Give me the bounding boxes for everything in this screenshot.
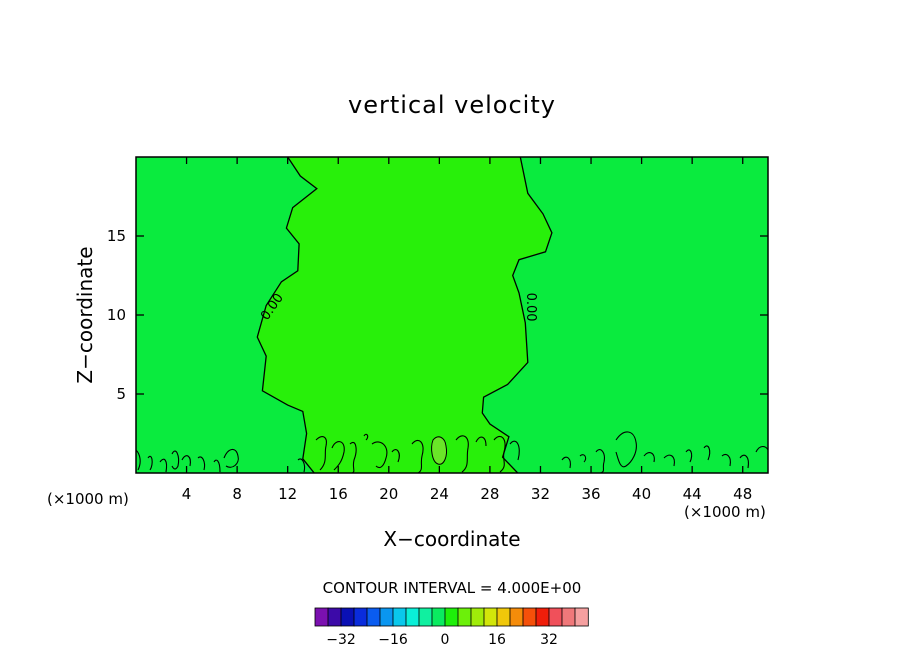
colorbar-tick-label: −32 [326, 632, 356, 648]
y-axis: 5 10 15 [107, 227, 768, 403]
colorbar-swatch [496, 607, 511, 627]
y-axis-label: Z−coordinate [73, 246, 97, 383]
updraft-region [257, 157, 552, 473]
surface-contour-line [391, 449, 400, 463]
contour-label-right: 0.00 [523, 293, 538, 322]
contour-interval: CONTOUR INTERVAL = 4.000E+00 [323, 579, 582, 597]
y-tick-label: 15 [107, 227, 126, 245]
x-tick-label: 4 [182, 485, 192, 503]
surface-contour-line [159, 458, 168, 473]
surface-contour-line [331, 441, 345, 471]
colorbar-swatch [405, 607, 420, 627]
surface-contour-line [171, 450, 180, 470]
surface-contour-line [643, 452, 655, 463]
colorbar-swatch [444, 607, 459, 627]
surface-contour-line [721, 453, 731, 467]
surface-contour-line [561, 456, 571, 469]
x-tick-label: 16 [329, 485, 348, 503]
surface-contour-line [213, 459, 221, 473]
surface-contour-line [685, 449, 693, 463]
x-axis: 4 8 12 16 20 24 28 32 36 40 44 48 [182, 157, 752, 503]
surface-contour-line [411, 439, 424, 473]
surface-contour-line [493, 435, 506, 473]
colorbar-swatch [483, 607, 498, 627]
chart-title: vertical velocity [348, 91, 556, 119]
x-tick-label: 44 [683, 485, 702, 503]
colorbar-swatch [561, 607, 576, 627]
surface-contour-line [136, 449, 141, 471]
x-tick-label: 48 [733, 485, 752, 503]
surface-contour-line [223, 448, 239, 468]
colorbar-swatch [366, 607, 381, 627]
plot-area [136, 157, 768, 473]
colorbar-swatch [353, 607, 368, 627]
surface-contour-line [371, 441, 388, 469]
strong-updraft-cell [431, 436, 447, 465]
colorbar-tick-label: 32 [540, 632, 558, 648]
surface-contour-line [297, 458, 306, 473]
surface-contour-line [363, 433, 369, 441]
colorbar-swatch [574, 607, 589, 627]
colorbar-swatch [535, 607, 550, 627]
x-tick-label: 20 [379, 485, 398, 503]
surface-contour-line [315, 436, 327, 471]
surface-contour-line [147, 455, 153, 471]
colorbar-swatch [327, 607, 342, 627]
x-tick-label: 40 [632, 485, 651, 503]
x-tick-label: 24 [430, 485, 449, 503]
colorbar-tick-label: −16 [378, 632, 408, 648]
y-tick-label: 10 [107, 306, 126, 324]
x-axis-label: X−coordinate [383, 527, 520, 551]
x-unit-left: (×1000 m) [47, 490, 129, 508]
surface-contour-line [615, 431, 637, 468]
surface-contour-line [663, 454, 675, 467]
surface-contour-line [579, 454, 587, 463]
colorbar-swatch [509, 607, 524, 627]
colorbar-tick-label: 0 [441, 632, 450, 648]
x-tick-label: 28 [480, 485, 499, 503]
x-tick-label: 32 [531, 485, 550, 503]
colorbar-swatch [548, 607, 563, 627]
zero-contour-right [481, 157, 553, 473]
colorbar-swatch [392, 607, 407, 627]
colorbar-swatch [431, 607, 446, 627]
x-unit-right: (×1000 m) [684, 503, 766, 521]
x-tick-label: 12 [278, 485, 297, 503]
surface-contour-line [475, 436, 487, 447]
surface-contour-line [595, 449, 605, 473]
colorbar-swatch [314, 607, 329, 627]
colorbar-swatch [418, 607, 433, 627]
colorbar: −32 −16 0 16 32 [314, 607, 589, 648]
surface-contour-line [739, 454, 749, 469]
x-tick-label: 36 [581, 485, 600, 503]
colorbar-tick-label: 16 [488, 632, 506, 648]
colorbar-swatch [522, 607, 537, 627]
surface-contour-line [455, 435, 469, 473]
colorbar-swatch [340, 607, 355, 627]
surface-contour-line [181, 455, 191, 467]
surface-contour-line [509, 440, 520, 461]
x-tick-label: 8 [232, 485, 242, 503]
surface-noise-contours [136, 431, 768, 473]
surface-contour-line [349, 442, 357, 473]
zero-contour-left [256, 157, 318, 473]
surface-contour-line [197, 456, 206, 471]
y-tick-label: 5 [116, 385, 126, 403]
surface-contour-line [703, 445, 711, 461]
colorbar-swatch [457, 607, 472, 627]
colorbar-swatch [470, 607, 485, 627]
colorbar-swatch [379, 607, 394, 627]
